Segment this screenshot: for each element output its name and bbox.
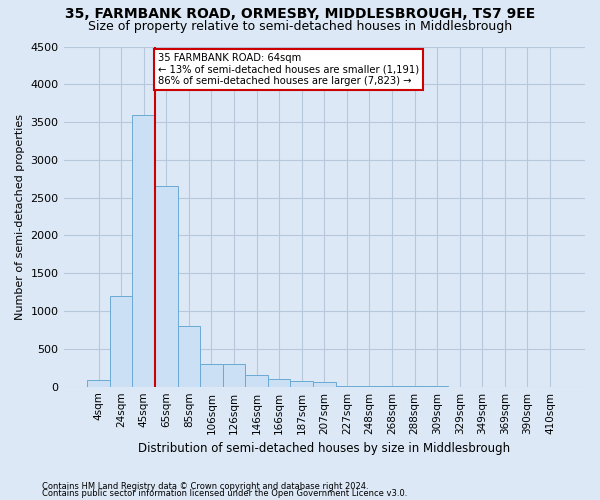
Bar xyxy=(223,364,245,386)
Bar xyxy=(155,186,178,386)
Bar xyxy=(290,381,313,386)
Text: Contains HM Land Registry data © Crown copyright and database right 2024.: Contains HM Land Registry data © Crown c… xyxy=(42,482,368,491)
Bar xyxy=(110,296,133,386)
Text: 35 FARMBANK ROAD: 64sqm
← 13% of semi-detached houses are smaller (1,191)
86% of: 35 FARMBANK ROAD: 64sqm ← 13% of semi-de… xyxy=(158,52,419,86)
X-axis label: Distribution of semi-detached houses by size in Middlesbrough: Distribution of semi-detached houses by … xyxy=(138,442,511,455)
Text: Size of property relative to semi-detached houses in Middlesbrough: Size of property relative to semi-detach… xyxy=(88,20,512,33)
Bar xyxy=(245,376,268,386)
Text: Contains public sector information licensed under the Open Government Licence v3: Contains public sector information licen… xyxy=(42,490,407,498)
Bar xyxy=(200,364,223,386)
Y-axis label: Number of semi-detached properties: Number of semi-detached properties xyxy=(15,114,25,320)
Bar xyxy=(178,326,200,386)
Bar xyxy=(133,114,155,386)
Bar xyxy=(87,380,110,386)
Bar xyxy=(313,382,335,386)
Bar xyxy=(268,379,290,386)
Text: 35, FARMBANK ROAD, ORMESBY, MIDDLESBROUGH, TS7 9EE: 35, FARMBANK ROAD, ORMESBY, MIDDLESBROUG… xyxy=(65,8,535,22)
